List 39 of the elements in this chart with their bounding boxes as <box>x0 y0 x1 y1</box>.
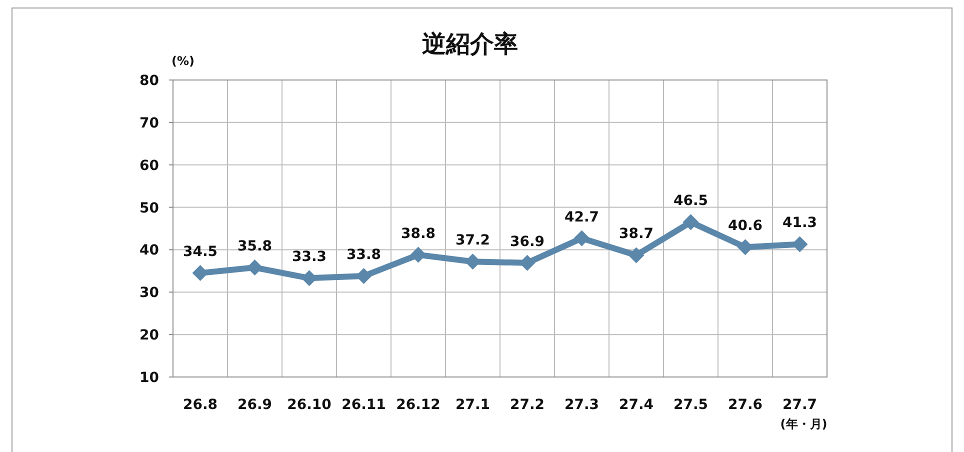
y-tick-label: 30 <box>140 285 160 302</box>
y-tick-label: 20 <box>140 328 160 344</box>
data-label: 37.2 <box>455 232 490 249</box>
x-tick-label: 27.1 <box>455 397 490 413</box>
y-tick-label: 70 <box>140 115 160 132</box>
x-tick-label: 27.2 <box>510 397 545 413</box>
data-label: 33.8 <box>346 247 382 264</box>
x-tick-label: 26.12 <box>396 397 440 413</box>
x-tick-label: 27.3 <box>564 397 600 413</box>
x-tick-label: 27.4 <box>618 397 654 413</box>
x-tick-label: 26.8 <box>182 397 218 413</box>
x-tick-label: 27.5 <box>673 397 708 413</box>
x-tick-label: 27.7 <box>782 397 818 413</box>
x-tick-label: 27.6 <box>728 397 763 413</box>
data-label: 41.3 <box>782 215 818 232</box>
point <box>682 214 699 230</box>
data-label: 33.3 <box>292 249 327 266</box>
point <box>574 230 590 246</box>
x-tick-label: 26.11 <box>342 397 386 413</box>
y-tick-label: 10 <box>140 370 160 386</box>
y-tick-label: 80 <box>140 73 160 89</box>
point <box>410 246 426 263</box>
data-label: 40.6 <box>728 218 763 234</box>
y-tick-label: 60 <box>140 158 160 174</box>
y-axis-title: (%) <box>172 54 194 68</box>
chart-title: 逆紹介率 <box>422 30 518 58</box>
x-tick-label: 26.10 <box>287 397 332 413</box>
x-axis-title: (年・月) <box>780 417 828 431</box>
data-label: 42.7 <box>564 209 600 226</box>
y-tick-label: 50 <box>140 200 160 216</box>
data-label: 36.9 <box>510 234 545 250</box>
x-tick-label: 26.9 <box>237 397 272 413</box>
data-label: 35.8 <box>237 238 272 255</box>
data-label: 34.5 <box>182 244 218 260</box>
data-label: 38.7 <box>618 226 654 242</box>
y-tick-label: 40 <box>140 242 160 259</box>
data-label: 38.8 <box>400 226 436 242</box>
point <box>628 247 644 264</box>
data-label: 46.5 <box>673 193 708 210</box>
